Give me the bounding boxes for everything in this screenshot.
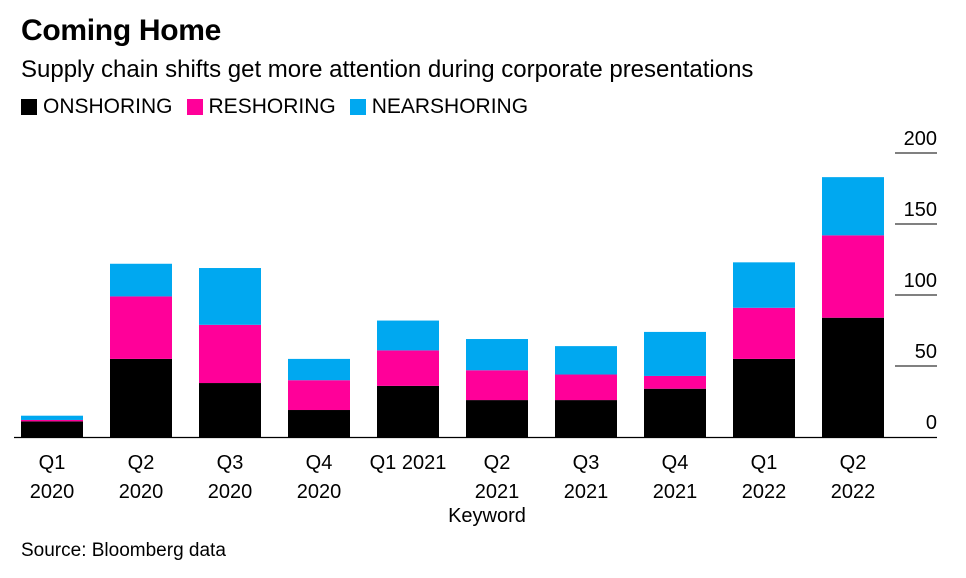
x-tick-label-7-0: Q4 [662,452,689,474]
legend-item-nearshoring: NEARSHORING [349,95,529,119]
bar-onshoring-6 [555,400,617,437]
chart-title: Coming Home [21,14,222,47]
bar-nearshoring-0 [21,415,83,420]
x-tick-label-2-1: 2020 [208,481,253,503]
x-tick-label-3-1: 2020 [297,481,342,503]
bar-reshoring-6 [555,374,617,401]
x-tick-label-8-1: 2022 [742,481,787,503]
x-tick-label-1-1: 2020 [119,481,164,503]
x-tick-label-6-0: Q3 [573,452,600,474]
bar-reshoring-1 [110,296,172,359]
bar-nearshoring-4 [377,320,439,351]
x-tick-label-3-0: Q4 [306,452,333,474]
bar-reshoring-7 [644,375,706,389]
x-tick-label-5-1: 2021 [475,481,520,503]
bar-reshoring-5 [466,370,528,401]
legend-swatch-reshoring [186,99,203,115]
bar-nearshoring-8 [733,262,795,308]
x-tick-label-4-0: Q1 2021 [370,452,447,474]
legend: ONSHORING RESHORING NEARSHORING [21,95,542,119]
bar-onshoring-9 [822,317,884,437]
bar-onshoring-4 [377,385,439,437]
bar-reshoring-8 [733,307,795,359]
chart-subtitle: Supply chain shifts get more attention d… [21,56,754,83]
legend-item-reshoring: RESHORING [186,95,336,119]
bar-onshoring-2 [199,383,261,437]
y-tick-label-50: 50 [915,341,937,363]
bar-reshoring-2 [199,324,261,384]
legend-label-onshoring: ONSHORING [43,95,173,118]
bar-onshoring-5 [466,400,528,437]
source-note: Source: Bloomberg data [21,540,226,561]
bar-reshoring-4 [377,350,439,386]
y-tick-label-100: 100 [904,270,937,292]
legend-item-onshoring: ONSHORING [21,95,173,119]
bar-nearshoring-7 [644,331,706,376]
bar-reshoring-9 [822,235,884,318]
bar-nearshoring-3 [288,358,350,381]
x-tick-label-2-0: Q3 [217,452,244,474]
y-tick-label-0: 0 [926,412,937,434]
legend-label-reshoring: RESHORING [208,95,336,118]
x-tick-label-5-0: Q2 [484,452,511,474]
legend-swatch-nearshoring [349,99,366,115]
bar-nearshoring-6 [555,346,617,375]
bar-onshoring-8 [733,358,795,437]
y-tick-label-200: 200 [904,128,937,150]
x-tick-label-8-0: Q1 [751,452,778,474]
x-tick-label-1-0: Q2 [128,452,155,474]
x-tick-label-6-1: 2021 [564,481,609,503]
bar-nearshoring-1 [110,263,172,297]
x-tick-label-0-1: 2020 [30,481,75,503]
bar-reshoring-0 [21,419,83,422]
bar-onshoring-1 [110,358,172,437]
bar-onshoring-0 [21,421,83,437]
bar-onshoring-7 [644,388,706,437]
legend-swatch-onshoring [21,99,37,115]
bar-onshoring-3 [288,410,350,437]
bar-nearshoring-2 [199,268,261,325]
bar-reshoring-3 [288,380,350,411]
x-axis-label: Keyword [448,505,526,527]
x-tick-label-0-0: Q1 [39,452,66,474]
bar-nearshoring-9 [822,177,884,236]
y-tick-label-150: 150 [904,199,937,221]
x-tick-label-9-1: 2022 [831,481,876,503]
legend-label-nearshoring: NEARSHORING [371,95,529,118]
x-tick-label-9-0: Q2 [840,452,867,474]
x-tick-label-7-1: 2021 [653,481,698,503]
bar-nearshoring-5 [466,339,528,371]
